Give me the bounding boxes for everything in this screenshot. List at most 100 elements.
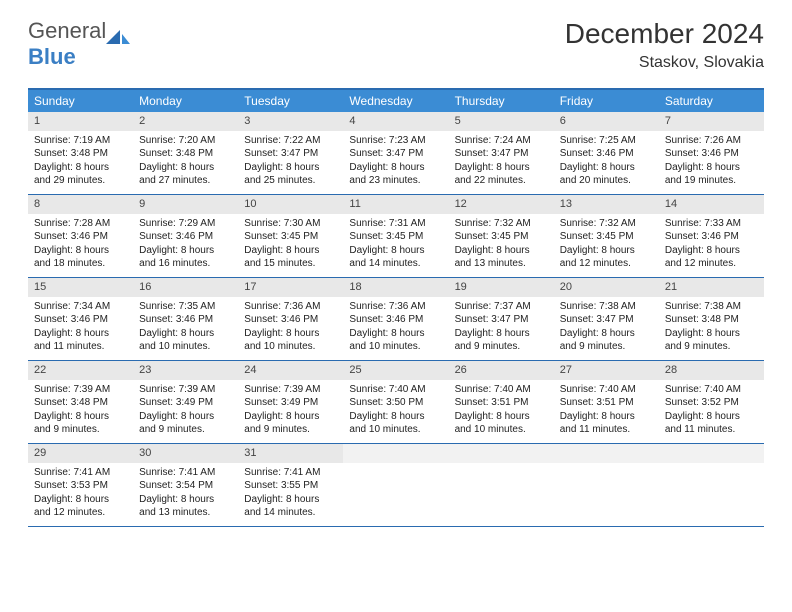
day-sr: Sunrise: 7:37 AM bbox=[455, 300, 548, 314]
day-dl1: Daylight: 8 hours bbox=[349, 327, 442, 341]
day-dl1: Daylight: 8 hours bbox=[349, 161, 442, 175]
day-body: Sunrise: 7:28 AMSunset: 3:46 PMDaylight:… bbox=[28, 214, 133, 276]
day-ss: Sunset: 3:48 PM bbox=[139, 147, 232, 161]
day-number bbox=[554, 444, 659, 463]
day-body: Sunrise: 7:38 AMSunset: 3:48 PMDaylight:… bbox=[659, 297, 764, 359]
day-dl1: Daylight: 8 hours bbox=[560, 161, 653, 175]
day-sr: Sunrise: 7:20 AM bbox=[139, 134, 232, 148]
day-dl1: Daylight: 8 hours bbox=[139, 244, 232, 258]
day-number bbox=[449, 444, 554, 463]
day-dl2: and 9 minutes. bbox=[665, 340, 758, 354]
day-dl2: and 12 minutes. bbox=[665, 257, 758, 271]
day-cell: 2Sunrise: 7:20 AMSunset: 3:48 PMDaylight… bbox=[133, 112, 238, 194]
day-number: 29 bbox=[28, 444, 133, 463]
day-cell: 1Sunrise: 7:19 AMSunset: 3:48 PMDaylight… bbox=[28, 112, 133, 194]
day-body: Sunrise: 7:25 AMSunset: 3:46 PMDaylight:… bbox=[554, 131, 659, 193]
day-number bbox=[659, 444, 764, 463]
day-cell bbox=[554, 444, 659, 526]
brand-blue: Blue bbox=[28, 44, 76, 69]
day-body: Sunrise: 7:35 AMSunset: 3:46 PMDaylight:… bbox=[133, 297, 238, 359]
day-body: Sunrise: 7:31 AMSunset: 3:45 PMDaylight:… bbox=[343, 214, 448, 276]
week-row: 22Sunrise: 7:39 AMSunset: 3:48 PMDayligh… bbox=[28, 361, 764, 444]
day-ss: Sunset: 3:45 PM bbox=[455, 230, 548, 244]
day-cell: 18Sunrise: 7:36 AMSunset: 3:46 PMDayligh… bbox=[343, 278, 448, 360]
day-dl1: Daylight: 8 hours bbox=[455, 410, 548, 424]
day-cell: 29Sunrise: 7:41 AMSunset: 3:53 PMDayligh… bbox=[28, 444, 133, 526]
day-number: 12 bbox=[449, 195, 554, 214]
day-ss: Sunset: 3:51 PM bbox=[455, 396, 548, 410]
day-number: 27 bbox=[554, 361, 659, 380]
weekday-header: Saturday bbox=[659, 90, 764, 112]
day-cell: 22Sunrise: 7:39 AMSunset: 3:48 PMDayligh… bbox=[28, 361, 133, 443]
day-dl2: and 12 minutes. bbox=[34, 506, 127, 520]
week-row: 1Sunrise: 7:19 AMSunset: 3:48 PMDaylight… bbox=[28, 112, 764, 195]
day-number: 2 bbox=[133, 112, 238, 131]
day-body: Sunrise: 7:41 AMSunset: 3:54 PMDaylight:… bbox=[133, 463, 238, 525]
day-ss: Sunset: 3:49 PM bbox=[139, 396, 232, 410]
day-sr: Sunrise: 7:40 AM bbox=[665, 383, 758, 397]
day-number: 15 bbox=[28, 278, 133, 297]
day-dl2: and 22 minutes. bbox=[455, 174, 548, 188]
day-dl2: and 10 minutes. bbox=[455, 423, 548, 437]
day-dl1: Daylight: 8 hours bbox=[139, 327, 232, 341]
weekday-header: Sunday bbox=[28, 90, 133, 112]
day-sr: Sunrise: 7:32 AM bbox=[455, 217, 548, 231]
weekday-header: Thursday bbox=[449, 90, 554, 112]
day-ss: Sunset: 3:48 PM bbox=[34, 147, 127, 161]
day-cell: 12Sunrise: 7:32 AMSunset: 3:45 PMDayligh… bbox=[449, 195, 554, 277]
day-dl2: and 11 minutes. bbox=[665, 423, 758, 437]
day-sr: Sunrise: 7:41 AM bbox=[34, 466, 127, 480]
day-body: Sunrise: 7:20 AMSunset: 3:48 PMDaylight:… bbox=[133, 131, 238, 193]
day-body: Sunrise: 7:40 AMSunset: 3:51 PMDaylight:… bbox=[554, 380, 659, 442]
day-cell bbox=[659, 444, 764, 526]
day-sr: Sunrise: 7:40 AM bbox=[560, 383, 653, 397]
day-ss: Sunset: 3:48 PM bbox=[665, 313, 758, 327]
day-ss: Sunset: 3:46 PM bbox=[139, 313, 232, 327]
day-sr: Sunrise: 7:40 AM bbox=[455, 383, 548, 397]
day-ss: Sunset: 3:46 PM bbox=[349, 313, 442, 327]
day-ss: Sunset: 3:53 PM bbox=[34, 479, 127, 493]
day-sr: Sunrise: 7:36 AM bbox=[349, 300, 442, 314]
day-number: 1 bbox=[28, 112, 133, 131]
day-dl2: and 25 minutes. bbox=[244, 174, 337, 188]
day-cell: 8Sunrise: 7:28 AMSunset: 3:46 PMDaylight… bbox=[28, 195, 133, 277]
day-body: Sunrise: 7:19 AMSunset: 3:48 PMDaylight:… bbox=[28, 131, 133, 193]
day-sr: Sunrise: 7:29 AM bbox=[139, 217, 232, 231]
day-body: Sunrise: 7:41 AMSunset: 3:55 PMDaylight:… bbox=[238, 463, 343, 525]
weekday-header: Tuesday bbox=[238, 90, 343, 112]
day-number: 8 bbox=[28, 195, 133, 214]
day-body: Sunrise: 7:37 AMSunset: 3:47 PMDaylight:… bbox=[449, 297, 554, 359]
day-number: 9 bbox=[133, 195, 238, 214]
day-dl1: Daylight: 8 hours bbox=[665, 244, 758, 258]
day-ss: Sunset: 3:47 PM bbox=[455, 147, 548, 161]
day-body: Sunrise: 7:36 AMSunset: 3:46 PMDaylight:… bbox=[343, 297, 448, 359]
day-sr: Sunrise: 7:24 AM bbox=[455, 134, 548, 148]
day-body: Sunrise: 7:38 AMSunset: 3:47 PMDaylight:… bbox=[554, 297, 659, 359]
day-dl2: and 9 minutes. bbox=[34, 423, 127, 437]
day-sr: Sunrise: 7:35 AM bbox=[139, 300, 232, 314]
day-body: Sunrise: 7:33 AMSunset: 3:46 PMDaylight:… bbox=[659, 214, 764, 276]
day-sr: Sunrise: 7:36 AM bbox=[244, 300, 337, 314]
weekday-header: Friday bbox=[554, 90, 659, 112]
weeks-container: 1Sunrise: 7:19 AMSunset: 3:48 PMDaylight… bbox=[28, 112, 764, 527]
day-cell: 27Sunrise: 7:40 AMSunset: 3:51 PMDayligh… bbox=[554, 361, 659, 443]
day-body: Sunrise: 7:39 AMSunset: 3:49 PMDaylight:… bbox=[133, 380, 238, 442]
day-sr: Sunrise: 7:41 AM bbox=[244, 466, 337, 480]
day-cell: 26Sunrise: 7:40 AMSunset: 3:51 PMDayligh… bbox=[449, 361, 554, 443]
day-dl1: Daylight: 8 hours bbox=[244, 327, 337, 341]
day-number: 28 bbox=[659, 361, 764, 380]
day-sr: Sunrise: 7:39 AM bbox=[34, 383, 127, 397]
day-number: 22 bbox=[28, 361, 133, 380]
day-ss: Sunset: 3:45 PM bbox=[244, 230, 337, 244]
week-row: 15Sunrise: 7:34 AMSunset: 3:46 PMDayligh… bbox=[28, 278, 764, 361]
day-dl1: Daylight: 8 hours bbox=[349, 410, 442, 424]
day-body: Sunrise: 7:32 AMSunset: 3:45 PMDaylight:… bbox=[449, 214, 554, 276]
sail-icon bbox=[106, 30, 130, 48]
day-dl2: and 10 minutes. bbox=[349, 423, 442, 437]
day-body: Sunrise: 7:24 AMSunset: 3:47 PMDaylight:… bbox=[449, 131, 554, 193]
day-body: Sunrise: 7:41 AMSunset: 3:53 PMDaylight:… bbox=[28, 463, 133, 525]
day-dl2: and 10 minutes. bbox=[349, 340, 442, 354]
day-dl2: and 9 minutes. bbox=[455, 340, 548, 354]
brand-logo: General Blue bbox=[28, 18, 130, 70]
day-cell: 7Sunrise: 7:26 AMSunset: 3:46 PMDaylight… bbox=[659, 112, 764, 194]
